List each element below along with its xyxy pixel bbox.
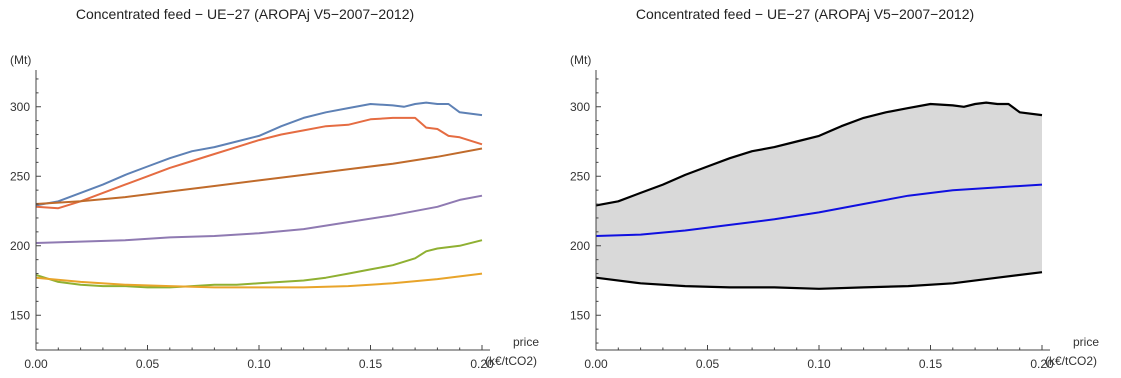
- left-x-tick-label: 0.15: [359, 357, 383, 371]
- right-range-area: [596, 102, 1042, 289]
- left-y-tick-label: 250: [10, 169, 30, 183]
- left-series-line-5: [35, 239, 483, 289]
- right-y-tick-label: 200: [570, 239, 590, 253]
- right-xlabel-unit: (k€/tCO2): [1045, 354, 1097, 368]
- right-x-tick-label: 0.20: [1030, 357, 1054, 371]
- right-xlabel: price: [1073, 335, 1099, 349]
- left-ylabel: (Mt): [10, 53, 31, 67]
- left-series-line-4: [35, 194, 483, 244]
- right-y-tick-label: 250: [570, 169, 590, 183]
- right-upper-bound-line: [595, 101, 1043, 207]
- right-x-tick-label: 0.10: [807, 357, 831, 371]
- left-series-line-1: [35, 101, 483, 207]
- right-ylabel: (Mt): [570, 53, 591, 67]
- right-mean-line: [595, 183, 1043, 237]
- right-x-tick-label: 0.05: [696, 357, 720, 371]
- left-xlabel: price: [513, 335, 539, 349]
- left-x-tick-label: 0.00: [24, 357, 48, 371]
- left-x-tick-label: 0.05: [136, 357, 160, 371]
- left-y-tick-label: 200: [10, 239, 30, 253]
- right-y-tick-label: 300: [570, 100, 590, 114]
- left-series-line-2: [35, 116, 483, 210]
- right-lower-bound-line: [595, 271, 1043, 290]
- left-xlabel-unit: (k€/tCO2): [485, 354, 537, 368]
- right-y-tick-label: 150: [570, 308, 590, 322]
- left-y-tick-label: 150: [10, 308, 30, 322]
- left-series-line-6: [35, 272, 483, 289]
- chart-right: Concentrated feed − UE−27 (AROPAj V5−200…: [570, 6, 1099, 371]
- left-x-tick-label: 0.10: [247, 357, 271, 371]
- left-x-tick-label: 0.20: [470, 357, 494, 371]
- left-series-line-3: [35, 147, 483, 205]
- chart-left: Concentrated feed − UE−27 (AROPAj V5−200…: [10, 6, 539, 371]
- left-title: Concentrated feed − UE−27 (AROPAj V5−200…: [76, 6, 414, 22]
- right-title: Concentrated feed − UE−27 (AROPAj V5−200…: [636, 6, 974, 22]
- right-x-tick-label: 0.00: [584, 357, 608, 371]
- right-x-tick-label: 0.15: [919, 357, 943, 371]
- left-y-tick-label: 300: [10, 100, 30, 114]
